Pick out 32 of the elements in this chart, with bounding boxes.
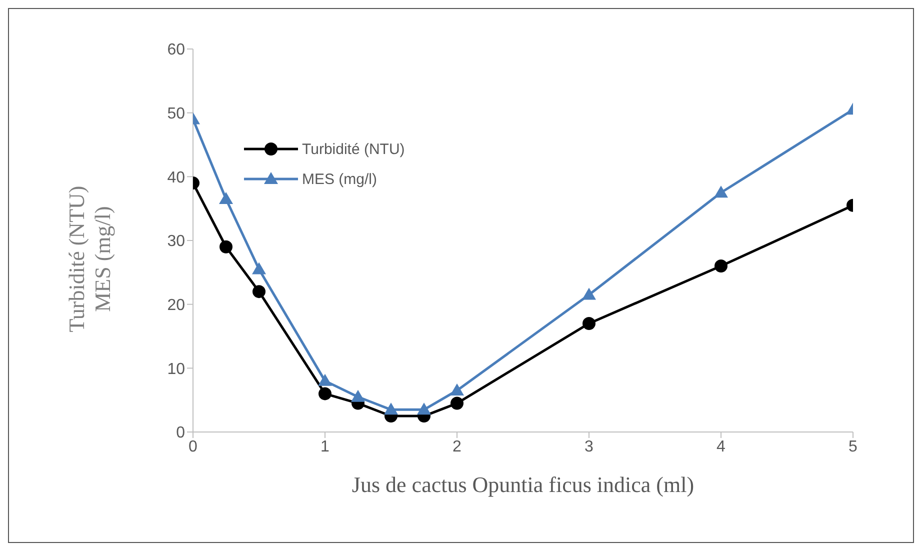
- point: [582, 288, 596, 300]
- point: [220, 240, 232, 254]
- point: [450, 384, 464, 396]
- point: [384, 402, 398, 415]
- y-tick-label: 50: [167, 106, 186, 123]
- point: [450, 396, 464, 410]
- y-tick-label: 10: [167, 360, 186, 378]
- x-tick-label: 3: [584, 438, 594, 456]
- point: [714, 186, 728, 198]
- point: [582, 316, 596, 330]
- x-tick-label: 4: [716, 438, 726, 456]
- y-tick-label: 60: [167, 42, 186, 59]
- point: [252, 262, 266, 274]
- point: [318, 387, 332, 400]
- x-tick-label: 2: [452, 438, 462, 456]
- point: [714, 260, 728, 273]
- point: [351, 390, 365, 402]
- x-tick-label: 0: [188, 438, 198, 456]
- x-tick-label: 1: [320, 438, 330, 456]
- y-tick-label: 20: [167, 297, 186, 314]
- point: [219, 192, 233, 204]
- point: [252, 285, 266, 298]
- legend-label: MES (mg/l): [302, 170, 377, 188]
- x-axis-title: Jus de cactus Opuntia ficus indica (ml): [352, 472, 694, 497]
- y-tick-label: 40: [167, 169, 186, 186]
- legend-label: Turbidité (NTU): [302, 140, 405, 158]
- y-tick-label: 0: [176, 424, 186, 442]
- y-axis-title: Turbidité (NTU) MES (mg/l): [64, 186, 115, 332]
- point: [318, 374, 332, 386]
- y-tick-label: 30: [167, 233, 186, 250]
- point: [417, 402, 431, 415]
- x-tick-label: 5: [848, 438, 858, 456]
